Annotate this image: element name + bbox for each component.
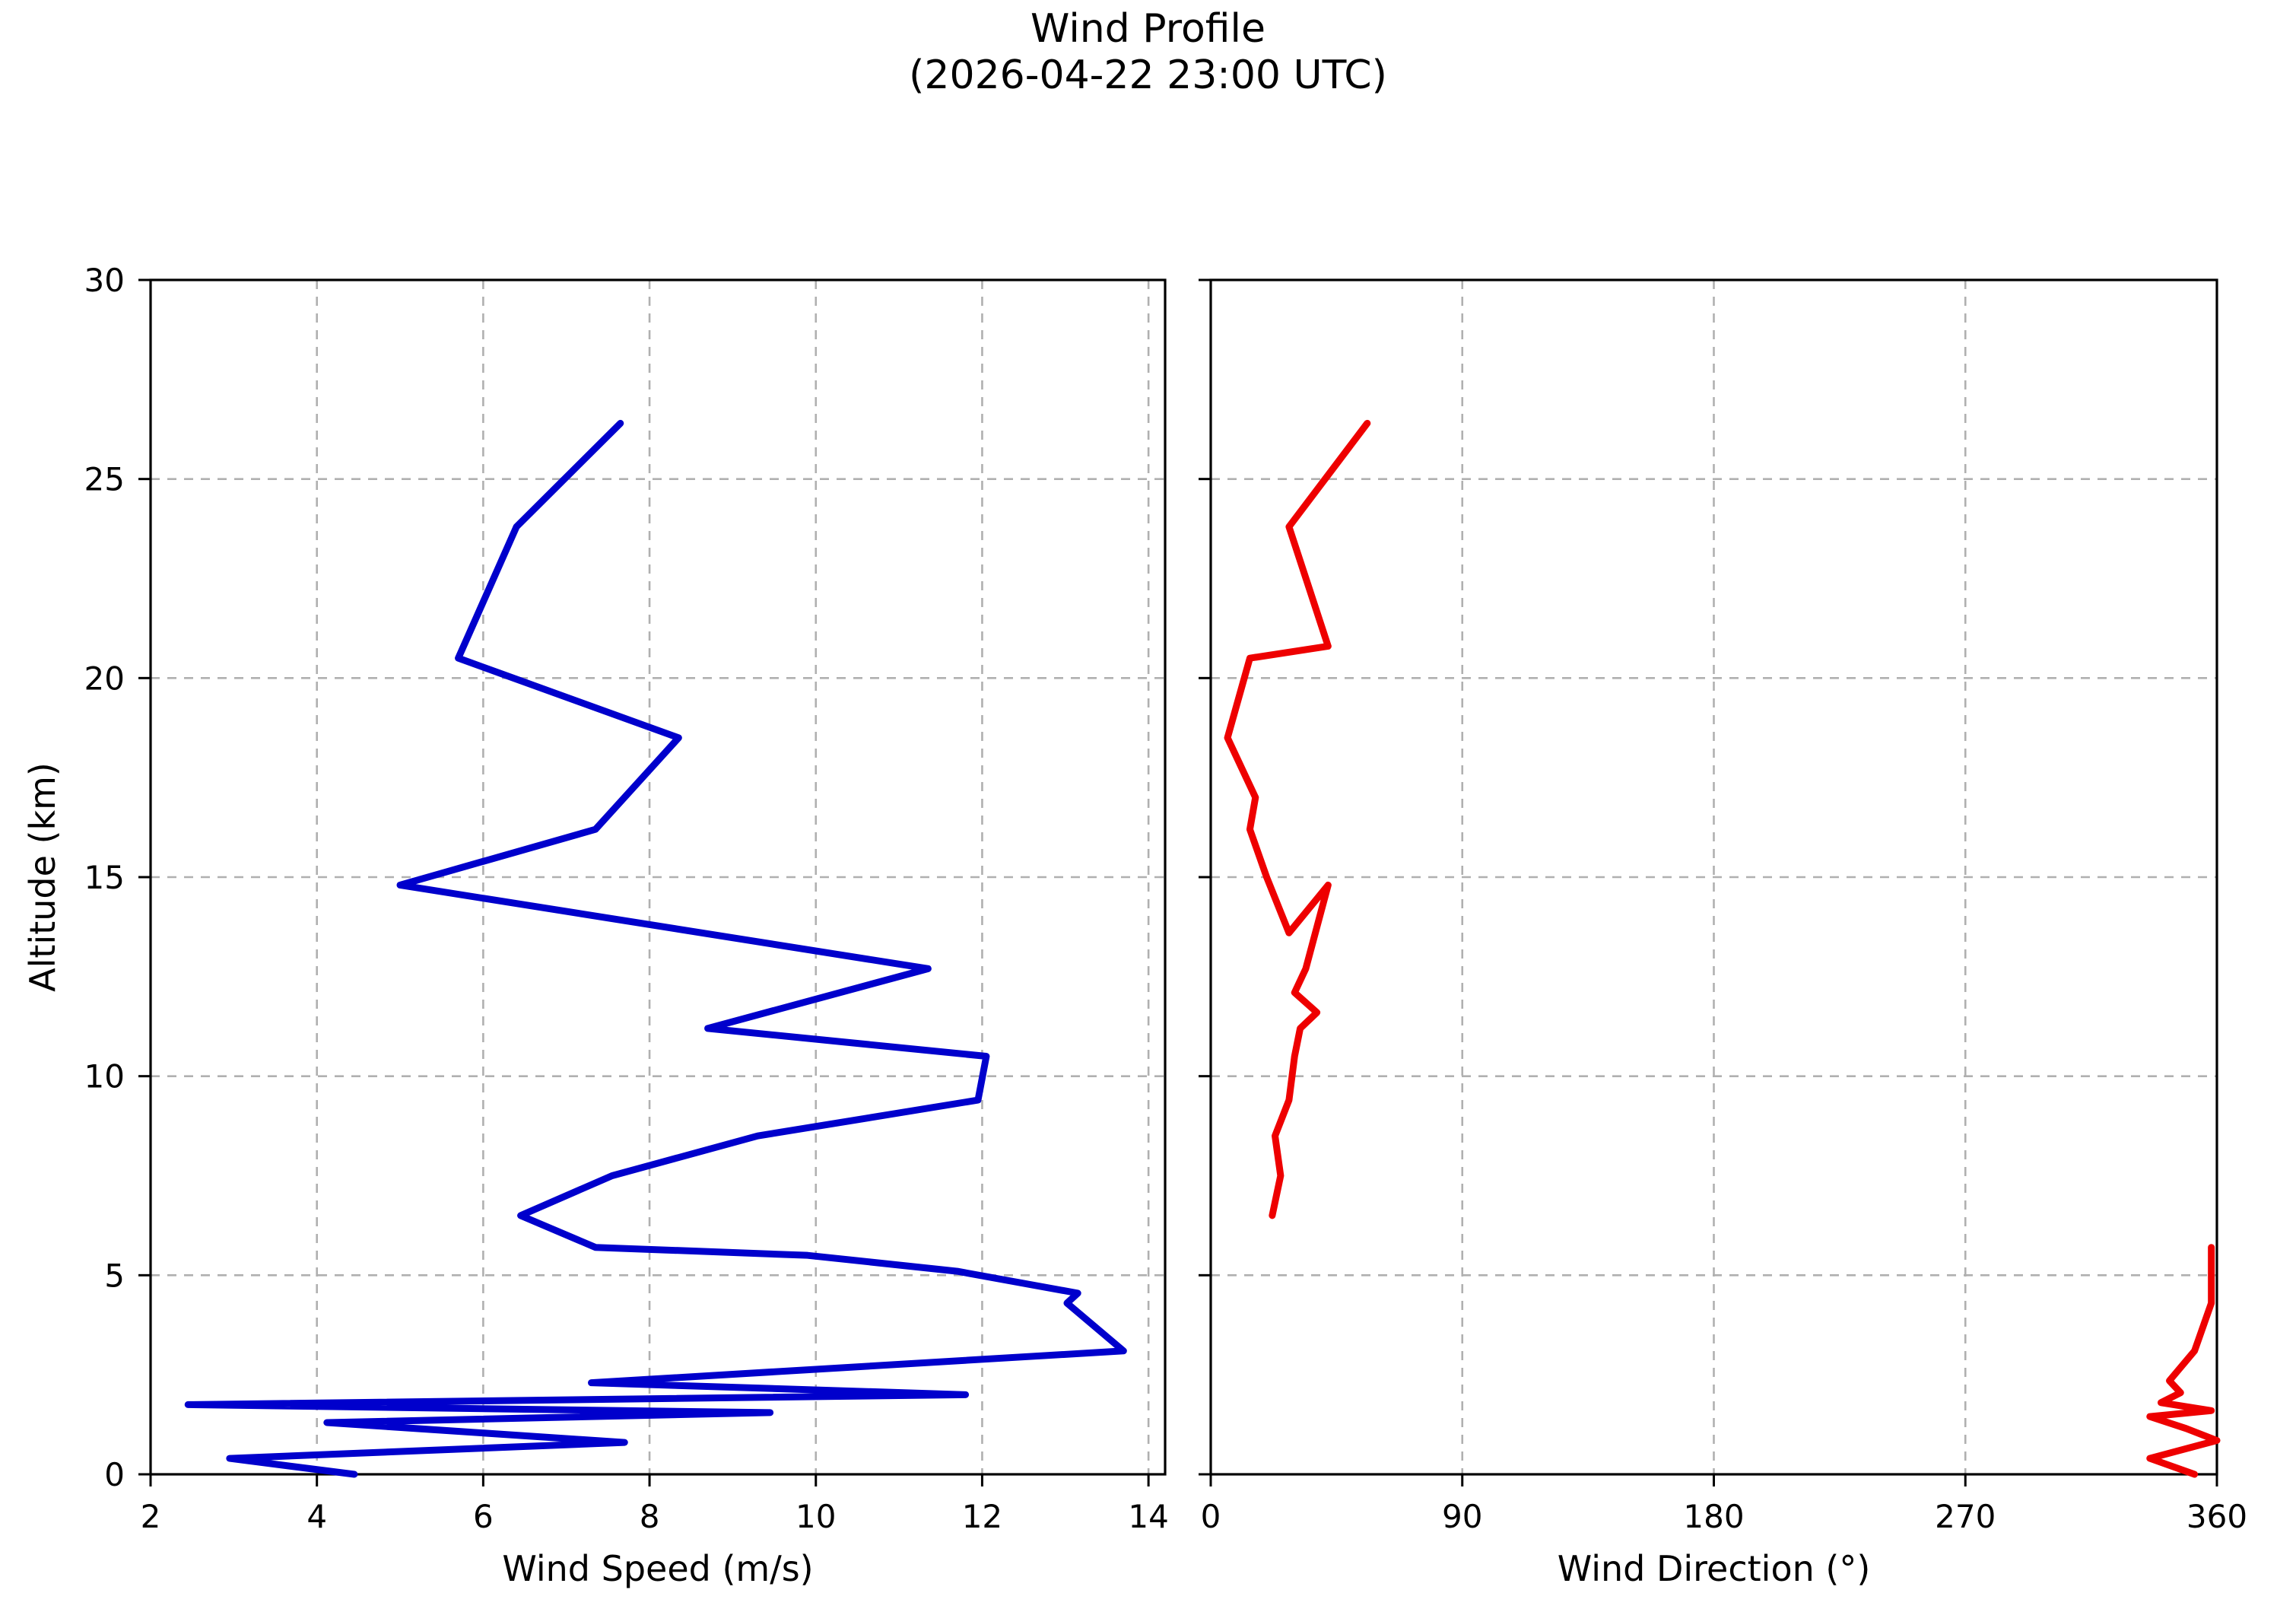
y-tick-label: 5 xyxy=(104,1257,125,1294)
x-tick-label: 270 xyxy=(1935,1498,1996,1535)
x-tick-label: 2 xyxy=(141,1498,161,1535)
y-tick-label: 10 xyxy=(84,1058,125,1095)
wind-direction-line xyxy=(1224,419,1371,1219)
x-tick-label: 12 xyxy=(962,1498,1002,1535)
wind-direction-line xyxy=(2146,1244,2221,1478)
y-tick-label: 30 xyxy=(84,262,125,299)
x-tick-label: 180 xyxy=(1683,1498,1744,1535)
x-tick-label: 8 xyxy=(640,1498,660,1535)
y-tick-label: 0 xyxy=(104,1456,125,1493)
y-tick-label: 15 xyxy=(84,859,125,896)
y-tick-label: 25 xyxy=(84,461,125,498)
y-axis-title-altitude: Altitude (km) xyxy=(22,762,63,992)
x-tick-label: 90 xyxy=(1442,1498,1482,1535)
x-axis-title-speed: Wind Speed (m/s) xyxy=(502,1548,813,1589)
x-tick-label: 6 xyxy=(473,1498,494,1535)
wind-speed-line xyxy=(184,419,1127,1478)
x-tick-label: 0 xyxy=(1201,1498,1221,1535)
figure-title-line2: (2026-04-22 23:00 UTC) xyxy=(909,52,1387,99)
x-tick-label: 360 xyxy=(2186,1498,2247,1535)
x-tick-label: 14 xyxy=(1128,1498,1168,1535)
y-tick-label: 20 xyxy=(84,660,125,697)
figure-title: Wind Profile (2026-04-22 23:00 UTC) xyxy=(0,6,2296,100)
x-tick-label: 10 xyxy=(796,1498,836,1535)
x-axis-title-direction: Wind Direction (°) xyxy=(1558,1548,1871,1589)
figure-title-line1: Wind Profile xyxy=(1031,6,1265,52)
x-tick-label: 4 xyxy=(306,1498,327,1535)
